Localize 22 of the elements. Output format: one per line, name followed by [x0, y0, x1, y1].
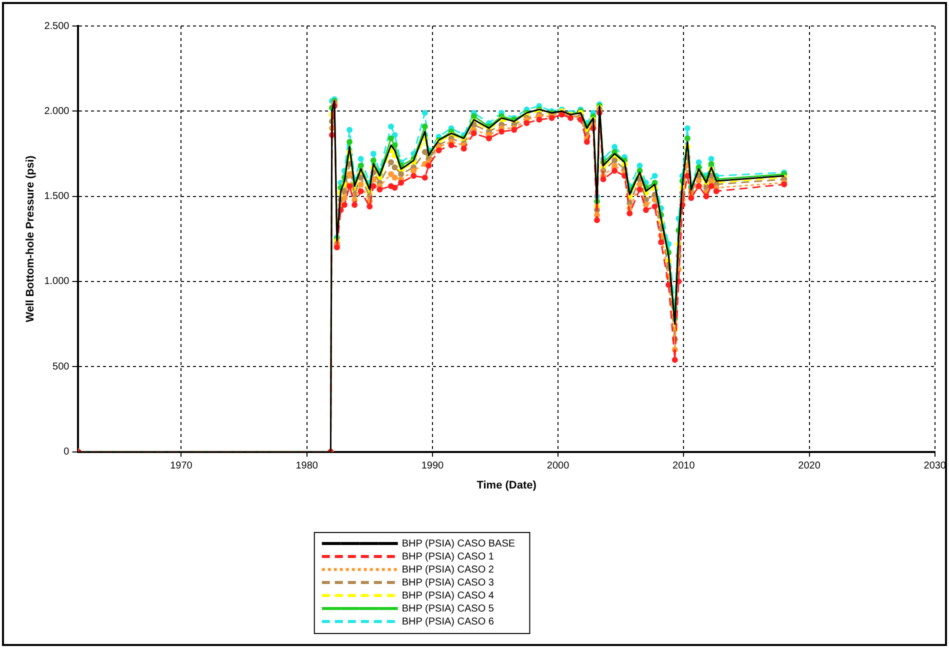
legend-label: BHP (PSIA) CASO 1 — [402, 551, 494, 562]
legend-label: BHP (PSIA) CASO 3 — [402, 577, 494, 588]
x-tick-label: 1990 — [421, 460, 444, 472]
y-tick-label: 2.500 — [44, 20, 70, 32]
legend-label: BHP (PSIA) CASO 2 — [402, 564, 494, 576]
legend-label: BHP (PSIA) CASO 6 — [402, 616, 494, 628]
y-tick-label: 500 — [52, 361, 70, 372]
x-tick-label: 2000 — [546, 460, 570, 472]
y-tick-label: 1.000 — [44, 276, 70, 288]
x-axis-title: Time (Date) — [476, 479, 537, 492]
y-tick-label: 2.000 — [44, 106, 70, 117]
legend-label: BHP (PSIA) CASO 4 — [402, 590, 494, 602]
x-tick-label: 2030 — [924, 460, 946, 472]
x-tick-label: 2010 — [672, 460, 696, 472]
x-tick-label: 1970 — [170, 460, 193, 472]
legend-label: BHP (PSIA) CASO BASE — [402, 538, 516, 550]
legend-label: BHP (PSIA) CASO 5 — [402, 603, 494, 614]
y-tick-label: 1.500 — [44, 191, 70, 202]
y-tick-label: 0 — [64, 446, 70, 458]
y-axis-title: Well Bottom-hole Pressure (psi) — [24, 155, 37, 322]
x-tick-label: 1980 — [296, 460, 318, 472]
x-tick-label: 2020 — [798, 460, 821, 472]
